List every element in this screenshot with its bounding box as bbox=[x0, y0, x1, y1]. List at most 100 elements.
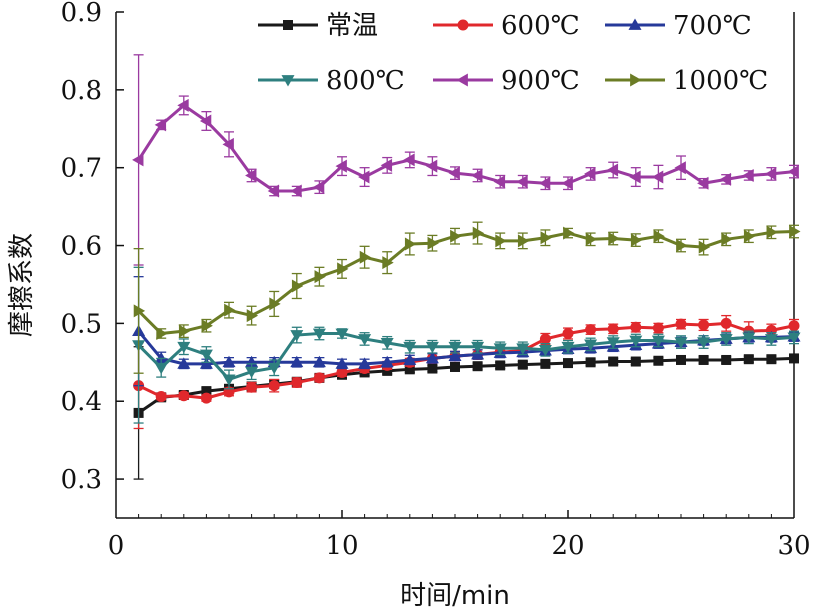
data-point bbox=[495, 234, 507, 248]
data-point bbox=[380, 355, 394, 368]
data-point bbox=[268, 380, 280, 392]
data-point bbox=[427, 236, 439, 250]
data-point bbox=[630, 356, 641, 367]
legend-label: 700℃ bbox=[673, 11, 752, 41]
data-point bbox=[676, 354, 686, 365]
data-point bbox=[269, 297, 281, 311]
data-point bbox=[312, 180, 325, 194]
data-point bbox=[630, 233, 643, 247]
data-point bbox=[629, 170, 641, 184]
y-axis: 0.3 0.4 0.5 0.6 0.7 0.8 0.9 bbox=[61, 0, 124, 495]
data-point bbox=[561, 176, 573, 190]
data-point bbox=[697, 337, 711, 349]
data-point bbox=[585, 357, 596, 368]
data-point bbox=[651, 335, 665, 348]
data-point bbox=[380, 337, 394, 350]
data-point bbox=[607, 323, 619, 335]
data-point bbox=[742, 332, 756, 344]
data-point bbox=[177, 357, 191, 369]
y-tick-label: 0.3 bbox=[61, 465, 102, 495]
legend: 常温 600℃ 700℃ 800℃ 900℃ 1000℃ bbox=[258, 11, 768, 96]
legend-label: 1000℃ bbox=[673, 66, 768, 96]
data-point bbox=[516, 175, 528, 189]
data-point bbox=[448, 341, 462, 354]
data-point bbox=[290, 184, 302, 198]
data-point bbox=[471, 348, 485, 360]
y-tick-label: 0.7 bbox=[61, 154, 102, 184]
data-point bbox=[156, 327, 168, 341]
y-tick-label: 0.9 bbox=[61, 0, 102, 28]
y-tick-label: 0.5 bbox=[61, 309, 102, 339]
data-point bbox=[222, 355, 236, 368]
data-point bbox=[719, 334, 733, 346]
data-point bbox=[154, 351, 168, 364]
data-point bbox=[380, 158, 393, 172]
data-point bbox=[539, 333, 551, 345]
data-point bbox=[540, 231, 552, 245]
data-point bbox=[721, 354, 732, 365]
legend-label: 900℃ bbox=[501, 66, 580, 96]
data-point bbox=[222, 374, 236, 386]
data-point bbox=[789, 353, 799, 364]
data-point bbox=[629, 335, 643, 348]
data-point bbox=[743, 229, 756, 243]
data-point bbox=[450, 229, 462, 243]
data-point bbox=[766, 225, 778, 239]
data-point bbox=[674, 337, 688, 349]
data-point bbox=[516, 343, 530, 355]
series-line bbox=[137, 230, 795, 336]
data-point bbox=[245, 168, 257, 182]
data-point bbox=[222, 137, 234, 151]
data-point bbox=[742, 168, 754, 182]
data-point bbox=[651, 170, 664, 184]
data-point bbox=[404, 237, 417, 251]
legend-marker bbox=[628, 18, 642, 30]
data-point bbox=[154, 362, 168, 375]
data-point bbox=[312, 355, 326, 368]
x-axis: 0 10 20 30 bbox=[108, 510, 811, 561]
data-point bbox=[178, 390, 190, 402]
data-point bbox=[177, 341, 191, 354]
data-point bbox=[200, 392, 212, 404]
data-point bbox=[653, 355, 664, 366]
series-2 bbox=[133, 314, 800, 430]
data-point bbox=[404, 364, 415, 375]
data-point bbox=[382, 256, 394, 270]
data-point bbox=[493, 175, 506, 189]
data-point bbox=[538, 344, 552, 357]
data-point bbox=[267, 362, 281, 375]
x-tick-label: 0 bbox=[108, 531, 125, 561]
data-point bbox=[178, 324, 191, 338]
data-point bbox=[787, 332, 801, 344]
data-point bbox=[585, 232, 598, 246]
data-point bbox=[608, 356, 619, 367]
legend-item-5: 900℃ bbox=[433, 66, 580, 96]
series-line bbox=[137, 103, 795, 193]
data-point bbox=[335, 357, 349, 369]
data-point bbox=[538, 176, 551, 190]
y-tick-label: 0.4 bbox=[61, 387, 102, 417]
series-line bbox=[137, 356, 795, 415]
legend-item-1: 常温 bbox=[258, 11, 378, 41]
data-point bbox=[359, 250, 372, 264]
data-point bbox=[155, 391, 167, 403]
data-point bbox=[132, 153, 144, 167]
data-point bbox=[563, 226, 575, 240]
data-point bbox=[290, 330, 304, 342]
data-point bbox=[291, 377, 303, 389]
data-point bbox=[425, 351, 439, 364]
legend-label: 600℃ bbox=[501, 11, 580, 41]
data-point bbox=[199, 349, 213, 362]
data-point bbox=[584, 167, 596, 181]
data-point bbox=[472, 361, 483, 372]
legend-marker bbox=[457, 19, 469, 31]
data-point bbox=[787, 165, 799, 179]
data-point bbox=[358, 170, 370, 184]
data-point bbox=[245, 366, 259, 379]
data-point bbox=[676, 239, 688, 253]
y-axis-title: 摩擦系数 bbox=[7, 233, 37, 337]
data-point bbox=[630, 321, 642, 333]
data-point bbox=[246, 381, 258, 393]
data-point bbox=[358, 334, 372, 346]
